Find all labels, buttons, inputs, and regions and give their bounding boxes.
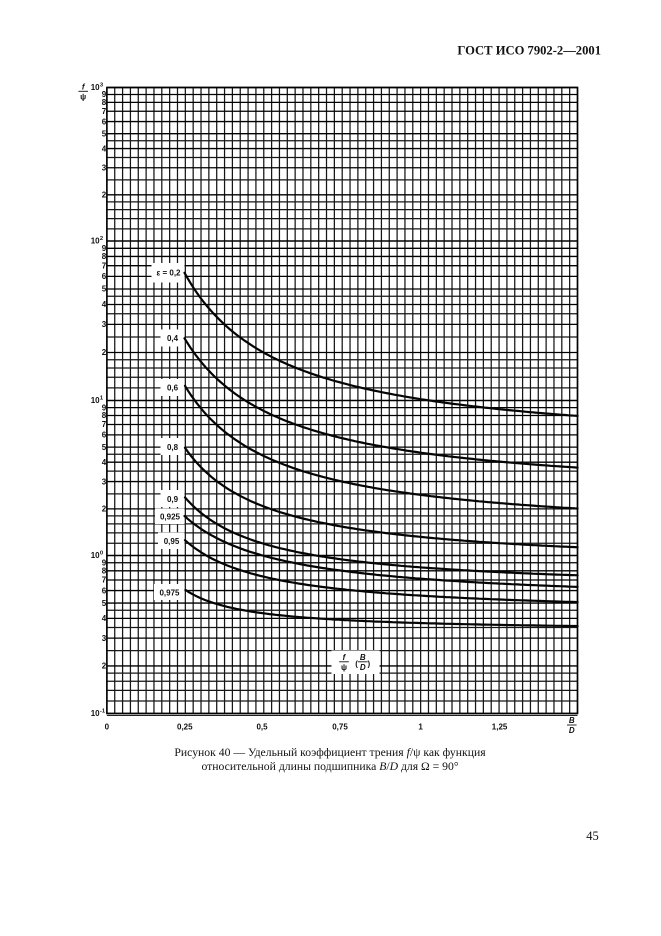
svg-text:1: 1: [418, 723, 423, 732]
svg-text:): ): [367, 659, 370, 668]
svg-text:0,8: 0,8: [167, 443, 179, 452]
svg-text:6: 6: [102, 586, 107, 595]
svg-text:9: 9: [102, 403, 107, 412]
svg-text:f: f: [82, 82, 86, 91]
svg-text:0,75: 0,75: [332, 723, 348, 732]
svg-text:относительной длины подшипника: относительной длины подшипника B/D для Ω…: [201, 760, 458, 773]
svg-text:7: 7: [102, 107, 107, 116]
svg-text:9: 9: [102, 558, 107, 567]
svg-text:9: 9: [102, 90, 107, 99]
svg-text:4: 4: [102, 614, 107, 623]
svg-text:ГОСТ ИСО 7902-2—2001: ГОСТ ИСО 7902-2—2001: [457, 44, 601, 58]
svg-text:7: 7: [102, 576, 107, 585]
svg-text:2: 2: [102, 348, 107, 357]
svg-text:4: 4: [102, 300, 107, 309]
svg-text:1,25: 1,25: [492, 723, 508, 732]
svg-text:0,975: 0,975: [159, 589, 180, 598]
svg-text:4: 4: [102, 144, 107, 153]
svg-text:2: 2: [100, 236, 103, 242]
svg-text:ψ: ψ: [341, 663, 347, 672]
svg-text:3: 3: [102, 320, 107, 329]
svg-text:0,925: 0,925: [160, 513, 181, 522]
svg-text:3: 3: [100, 83, 104, 89]
svg-text:4: 4: [102, 458, 107, 467]
svg-text:7: 7: [102, 420, 107, 429]
svg-text:B: B: [569, 716, 575, 725]
svg-text:10: 10: [91, 709, 100, 718]
svg-text:8: 8: [102, 98, 107, 107]
svg-text:6: 6: [102, 272, 107, 281]
svg-text:0,9: 0,9: [167, 495, 179, 504]
svg-text:6: 6: [102, 431, 107, 440]
svg-text:10: 10: [91, 551, 100, 560]
svg-text:0: 0: [100, 551, 103, 557]
svg-text:-1: -1: [100, 709, 106, 715]
svg-text:D: D: [360, 663, 366, 672]
svg-text:0,6: 0,6: [167, 384, 179, 393]
svg-text:3: 3: [102, 634, 107, 643]
svg-text:0,25: 0,25: [177, 723, 193, 732]
svg-text:B: B: [360, 653, 366, 662]
svg-text:10: 10: [91, 237, 100, 246]
svg-text:(: (: [355, 659, 358, 668]
svg-text:3: 3: [102, 163, 107, 172]
svg-text:0,95: 0,95: [164, 537, 180, 546]
svg-text:7: 7: [102, 261, 107, 270]
svg-text:0,4: 0,4: [167, 334, 179, 343]
svg-text:2: 2: [102, 505, 107, 514]
svg-text:5: 5: [102, 443, 107, 452]
svg-text:10: 10: [91, 396, 100, 405]
svg-text:0: 0: [105, 723, 110, 732]
svg-text:ψ: ψ: [80, 92, 86, 101]
svg-text:8: 8: [102, 411, 107, 420]
svg-text:Рисунок 40 — Удельный коэффици: Рисунок 40 — Удельный коэффициент трения…: [174, 746, 486, 759]
svg-text:9: 9: [102, 244, 107, 253]
svg-text:ε = 0,2: ε = 0,2: [156, 269, 181, 278]
svg-text:2: 2: [102, 190, 107, 199]
svg-text:2: 2: [102, 662, 107, 671]
svg-text:5: 5: [102, 129, 107, 138]
svg-text:5: 5: [102, 285, 107, 294]
svg-text:8: 8: [102, 252, 107, 261]
svg-text:8: 8: [102, 567, 107, 576]
svg-text:5: 5: [102, 599, 107, 608]
svg-text:10: 10: [91, 83, 100, 92]
svg-text:3: 3: [102, 477, 107, 486]
svg-text:6: 6: [102, 117, 107, 126]
svg-text:D: D: [569, 726, 575, 735]
svg-text:1: 1: [100, 396, 104, 402]
svg-text:45: 45: [586, 829, 599, 843]
svg-text:f: f: [343, 653, 347, 662]
svg-text:0,5: 0,5: [256, 723, 268, 732]
